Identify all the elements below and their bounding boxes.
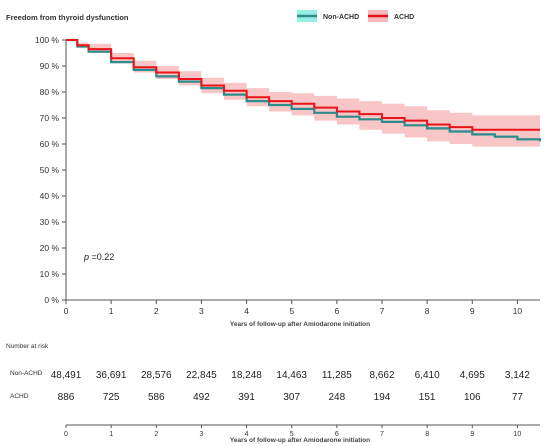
p-value-text: =0.22 [89, 252, 114, 262]
risk-x-tick-label: 10 [514, 431, 522, 438]
risk-value: 4,695 [460, 370, 485, 381]
y-tick-label: 90 % [40, 61, 60, 71]
x-tick-label: 5 [289, 306, 294, 316]
risk-x-tick-label: 1 [109, 431, 113, 438]
risk-x-tick-label: 4 [245, 431, 249, 438]
risk-x-tick-label: 3 [199, 431, 203, 438]
risk-value: 151 [419, 392, 436, 403]
y-tick-label: 50 % [40, 165, 60, 175]
y-tick-label: 80 % [40, 87, 60, 97]
x-tick-label: 6 [334, 306, 339, 316]
legend-label-non-achd: Non-ACHD [323, 14, 359, 21]
risk-table-x-axis-title: Years of follow-up after Amiodarone init… [230, 437, 370, 444]
risk-value: 3,142 [505, 370, 530, 381]
y-tick-label: 70 % [40, 113, 60, 123]
risk-value: 492 [193, 392, 210, 403]
risk-x-tick-label: 2 [154, 431, 158, 438]
risk-table-title: Number at risk [6, 343, 49, 350]
risk-value: 586 [148, 392, 165, 403]
risk-value: 48,491 [51, 370, 82, 381]
x-axis-title: Years of follow-up after Amiodarone init… [230, 321, 370, 328]
risk-value: 36,691 [96, 370, 127, 381]
risk-value: 106 [464, 392, 481, 403]
risk-value: 6,410 [415, 370, 440, 381]
x-tick-label: 4 [244, 306, 249, 316]
risk-value: 11,285 [322, 370, 352, 381]
risk-value: 8,662 [369, 370, 394, 381]
p-value-annotation: p =0.22 [83, 252, 114, 262]
y-tick-label: 40 % [40, 191, 60, 201]
y-tick-label: 10 % [40, 269, 60, 279]
risk-value: 14,463 [276, 370, 307, 381]
risk-value: 18,248 [231, 370, 262, 381]
risk-table: Non-ACHD 48,491 36,691 28,576 22,845 18,248 14… [10, 370, 530, 403]
risk-value: 28,576 [141, 370, 172, 381]
risk-value: 77 [512, 392, 524, 403]
x-tick-label: 10 [513, 306, 523, 316]
x-tick-label: 9 [470, 306, 475, 316]
x-tick-label: 0 [64, 306, 69, 316]
x-tick-label: 7 [380, 306, 385, 316]
risk-value: 391 [238, 392, 255, 403]
y-tick-label: 0 % [44, 295, 59, 305]
y-tick-label: 60 % [40, 139, 60, 149]
plot-area: 0 % 10 % 20 % 30 % 40 % 50 % 60 % 70 % 80 % 90 % 1… [35, 35, 542, 316]
x-tick-label: 1 [109, 306, 114, 316]
risk-value: 307 [283, 392, 300, 403]
risk-value: 725 [103, 392, 120, 403]
risk-value: 194 [374, 392, 391, 403]
risk-x-tick-label: 0 [64, 431, 68, 438]
risk-x-tick-label: 9 [470, 431, 474, 438]
risk-row-label: Non-ACHD [10, 370, 43, 377]
risk-value: 886 [58, 392, 75, 403]
legend-label-achd: ACHD [394, 14, 414, 21]
risk-x-tick-label: 8 [425, 431, 429, 438]
y-tick-label: 20 % [40, 243, 60, 253]
series-line-achd [66, 39, 540, 131]
y-axis-title: Freedom from thyroid dysfunction [6, 13, 129, 22]
x-tick-label: 8 [425, 306, 430, 316]
y-tick-label: 30 % [40, 217, 60, 227]
risk-x-tick-label: 6 [335, 431, 339, 438]
x-tick-label: 2 [154, 306, 159, 316]
risk-x-tick-label: 5 [290, 431, 294, 438]
y-tick-label: 100 % [35, 35, 60, 45]
legend: Non-ACHD ACHD [297, 10, 414, 22]
x-tick-label: 3 [199, 306, 204, 316]
risk-value: 248 [329, 392, 346, 403]
p-value-symbol: p [83, 252, 89, 262]
risk-value: 22,845 [186, 370, 217, 381]
risk-row-label: ACHD [10, 393, 29, 400]
risk-x-tick-label: 7 [380, 431, 384, 438]
